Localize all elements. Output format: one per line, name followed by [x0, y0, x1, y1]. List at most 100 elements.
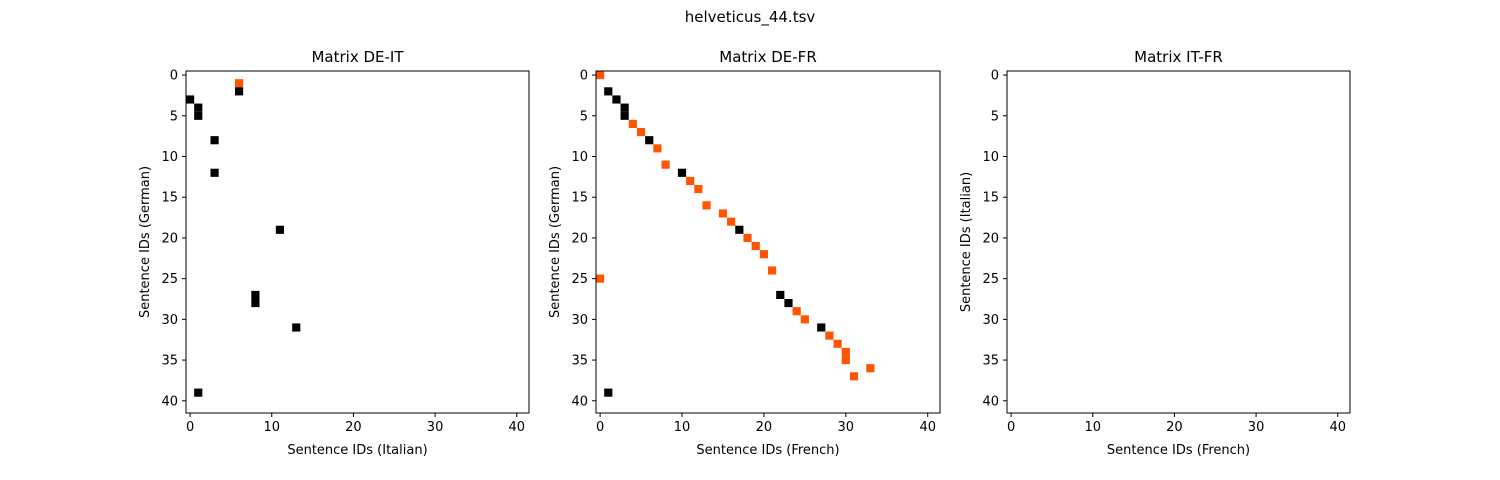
- heatmap-cell: [620, 111, 629, 120]
- heatmap-cell: [194, 388, 203, 397]
- y-tick-label: 10: [982, 150, 999, 165]
- heatmap-cell: [194, 111, 203, 120]
- y-tick-label: 35: [161, 354, 178, 369]
- chart-title: Matrix DE-FR: [719, 48, 817, 66]
- y-tick-label: 20: [161, 231, 178, 246]
- plot-area: [186, 71, 529, 413]
- heatmap-cell: [210, 168, 219, 177]
- heatmap-cell: [768, 266, 777, 275]
- x-tick-label: 0: [186, 420, 194, 435]
- y-tick-label: 25: [161, 272, 178, 287]
- x-tick-label: 0: [1007, 420, 1015, 435]
- heatmap-cell: [677, 168, 687, 177]
- heatmap-cell: [251, 290, 260, 299]
- y-tick-label: 20: [571, 231, 588, 246]
- x-axis-label: Sentence IDs (Italian): [287, 443, 427, 458]
- y-tick-label: 40: [161, 394, 178, 409]
- x-tick-label: 20: [345, 420, 362, 435]
- heatmap-cell: [686, 176, 695, 185]
- y-tick-label: 35: [571, 354, 588, 369]
- chart-panel-1: 0 10 20 30 40 0 5 10 15 20 25 30 35 40 Matrix DE-IT Sen…: [138, 48, 530, 458]
- y-tick-label: 15: [571, 191, 588, 206]
- heatmap-cell: [235, 87, 244, 96]
- heatmap-cell: [743, 233, 752, 242]
- heatmap-cell: [833, 339, 842, 348]
- x-tick-label: 30: [1248, 420, 1265, 435]
- heatmap-cell: [275, 225, 284, 234]
- heatmap-cell: [620, 103, 629, 112]
- chart-panel-3: 0 10 20 30 40 0 5 10 15 20 25 30 35 40 Matrix IT-FR Sen…: [959, 48, 1351, 458]
- x-axis-label: Sentence IDs (French): [1107, 443, 1250, 458]
- plot-frame: [185, 70, 530, 414]
- plot-frame: [595, 70, 941, 414]
- y-tick-label: 40: [571, 394, 588, 409]
- y-tick-label: 0: [991, 69, 999, 84]
- heatmap-cell: [235, 79, 244, 88]
- x-tick-label: 10: [674, 420, 691, 435]
- heatmap-cell: [776, 290, 785, 299]
- x-tick-label: 20: [1166, 420, 1183, 435]
- x-tick-label: 30: [427, 420, 444, 435]
- y-tick-label: 5: [170, 109, 178, 124]
- y-axis-label: Sentence IDs (German): [138, 166, 153, 318]
- y-tick-label: 35: [982, 354, 999, 369]
- y-tick-label: 10: [161, 150, 178, 165]
- heatmap-cell: [841, 356, 850, 365]
- heatmap-cell: [759, 250, 768, 259]
- x-tick-label: 10: [263, 420, 280, 435]
- y-tick-label: 30: [982, 313, 999, 328]
- heatmap-cell: [612, 95, 621, 104]
- y-tick-label: 40: [982, 394, 999, 409]
- heatmap-cell: [653, 144, 662, 153]
- heatmap-cell: [251, 299, 260, 308]
- x-tick-label: 30: [838, 420, 855, 435]
- y-tick-label: 10: [571, 150, 588, 165]
- y-tick-label: 0: [580, 69, 588, 84]
- y-axis-label: Sentence IDs (Italian): [959, 172, 974, 312]
- y-tick-label: 5: [991, 109, 999, 124]
- chart-title: Matrix IT-FR: [1134, 48, 1223, 66]
- heatmap-cell: [645, 136, 654, 145]
- heatmap-cell: [194, 103, 203, 112]
- heatmap-cell: [628, 119, 637, 128]
- x-tick-label: 10: [1084, 420, 1101, 435]
- x-axis-label: Sentence IDs (French): [696, 443, 839, 458]
- x-tick-label: 20: [756, 420, 773, 435]
- heatmap-cell: [661, 160, 670, 169]
- heatmap-cell: [800, 315, 809, 324]
- y-tick-label: 20: [982, 231, 999, 246]
- plot-area: [1007, 71, 1350, 413]
- x-tick-label: 40: [919, 420, 936, 435]
- heatmap-cell: [210, 136, 219, 145]
- plot-frame: [1006, 70, 1351, 414]
- y-tick-label: 0: [170, 69, 178, 84]
- heatmap-cell: [292, 323, 301, 332]
- x-tick-label: 40: [1329, 420, 1346, 435]
- y-tick-label: 25: [571, 272, 588, 287]
- y-tick-label: 30: [161, 313, 178, 328]
- heatmap-cell: [718, 209, 728, 218]
- heatmap-cell: [817, 323, 826, 332]
- y-tick-label: 15: [161, 191, 178, 206]
- heatmap-cell: [849, 372, 859, 381]
- x-tick-label: 0: [596, 420, 604, 435]
- plot-area: [596, 71, 940, 413]
- heatmap-cell: [636, 128, 646, 137]
- x-tick-label: 40: [508, 420, 525, 435]
- y-axis-label: Sentence IDs (German): [548, 166, 563, 318]
- heatmap-cell: [841, 347, 850, 356]
- heatmap-cell: [186, 95, 195, 104]
- chart-title: Matrix DE-IT: [311, 48, 404, 66]
- heatmap-cell: [727, 217, 736, 226]
- figure-title: helveticus_44.tsv: [685, 8, 816, 27]
- y-tick-label: 30: [571, 313, 588, 328]
- heatmap-cell: [604, 388, 613, 397]
- chart-panel-2: 0 10 20 30 40 0 5 10 15 20 25 30 35 40 Matrix DE-FR Sen…: [548, 48, 941, 458]
- heatmap-cell: [735, 225, 744, 234]
- heatmap-cell: [751, 242, 760, 251]
- y-tick-label: 5: [580, 109, 588, 124]
- heatmap-cell: [792, 307, 801, 316]
- heatmap-cell: [596, 71, 605, 80]
- y-tick-label: 15: [982, 191, 999, 206]
